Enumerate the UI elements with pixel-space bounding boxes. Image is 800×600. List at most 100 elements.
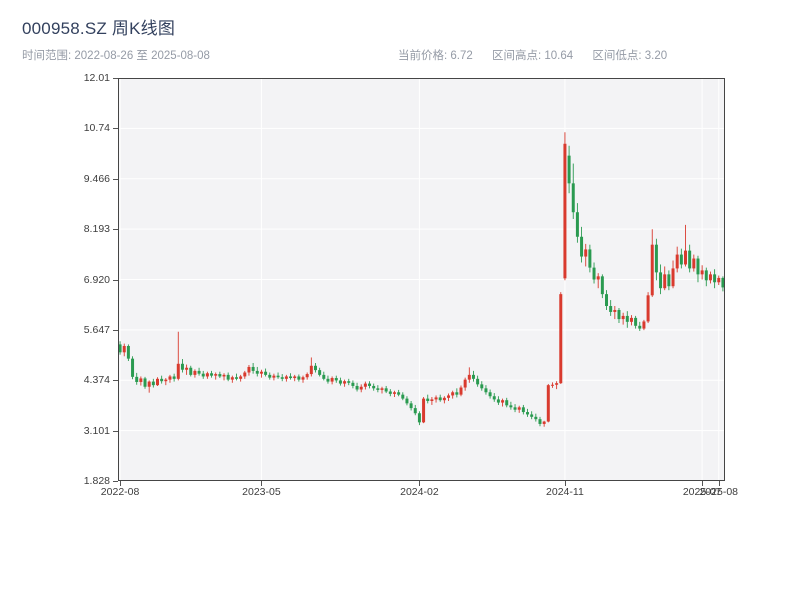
candle-body [526, 412, 530, 415]
candle-body [688, 250, 692, 269]
candle-body [289, 376, 293, 379]
candle-body [646, 295, 650, 322]
y-axis-tick-label: 8.193 [83, 223, 110, 236]
candle-body [234, 377, 238, 379]
candle-body [347, 381, 351, 383]
candle-body [679, 254, 683, 265]
candle-body [609, 306, 613, 312]
candle-body [438, 397, 442, 401]
candle-body [605, 294, 609, 307]
candle-body [168, 376, 172, 380]
candle-body [343, 381, 347, 384]
candle-body [430, 399, 434, 401]
candle-body [530, 414, 534, 417]
candle-body [675, 254, 679, 269]
x-axis-tick-label: 2025-08 [699, 486, 739, 498]
candle-body [135, 376, 139, 382]
candle-body [555, 383, 559, 385]
candle-body [559, 294, 563, 384]
y-axis-tick-label: 3.101 [83, 424, 110, 437]
candle-body [351, 382, 355, 386]
y-axis-tick-label: 5.647 [83, 323, 110, 336]
y-axis-tick-mark [113, 229, 118, 231]
candle-body [309, 365, 313, 375]
candle-body [467, 374, 471, 380]
candle-body [422, 398, 426, 423]
y-axis-tick-mark [113, 128, 118, 130]
y-axis-tick-label: 6.920 [83, 273, 110, 286]
candle-body [713, 274, 717, 283]
candle-body [326, 378, 330, 382]
y-axis-tick-mark [113, 430, 118, 432]
candle-body [147, 381, 151, 387]
candle-body [405, 398, 409, 404]
candle-body [214, 374, 218, 376]
candle-body [301, 377, 305, 380]
stat-range-high: 区间高点: 10.64 [491, 50, 574, 62]
candle-body [330, 378, 334, 382]
y-axis-tick-label: 9.466 [83, 172, 110, 185]
candle-body [247, 366, 251, 373]
x-axis-tick-label: 2024-11 [546, 486, 584, 498]
candle-body [180, 363, 184, 370]
candle-body [704, 270, 708, 281]
candle-body [264, 371, 268, 375]
candle-body [613, 309, 617, 312]
candle-body [600, 276, 604, 295]
x-axis-tick-mark [564, 481, 566, 486]
candle-body [401, 394, 405, 399]
candle-body [517, 407, 521, 410]
candle-body [313, 365, 317, 371]
candle-body [259, 371, 263, 374]
candle-body [717, 277, 721, 283]
candle-body [513, 407, 517, 410]
candle-body [230, 377, 234, 380]
candle-body [580, 236, 584, 257]
x-axis-tick-label: 2022-08 [100, 486, 140, 498]
stat-current-price: 当前价格: 6.72 [398, 50, 473, 62]
candle-body [447, 395, 451, 398]
candle-body [663, 274, 667, 289]
candle-body [388, 391, 392, 394]
candle-body [143, 378, 147, 387]
candle-body [334, 378, 338, 381]
candle-body [667, 274, 671, 287]
candle-body [126, 345, 130, 359]
x-axis-tick-mark [261, 481, 263, 486]
candle-body [172, 376, 176, 379]
y-axis-tick-mark [113, 329, 118, 331]
candle-body [176, 363, 180, 379]
x-axis-tick-label: 2024-02 [400, 486, 439, 498]
candle-body [596, 276, 600, 280]
candle-body [226, 374, 230, 380]
candle-body [563, 143, 567, 279]
candle-body [368, 383, 372, 386]
candle-body [409, 403, 413, 409]
candle-body [222, 374, 226, 377]
candle-body [625, 315, 629, 322]
candle-body [488, 392, 492, 397]
candle-body [496, 399, 500, 403]
candle-body [268, 374, 272, 378]
y-axis-tick-label: 12.01 [83, 72, 110, 84]
candle-body [542, 421, 546, 424]
candle-body [659, 272, 663, 289]
candle-body [567, 155, 571, 184]
candle-body [634, 317, 638, 326]
candle-body [297, 376, 301, 380]
y-axis-tick-mark [113, 279, 118, 281]
candle-body [376, 388, 380, 390]
candle-body [434, 397, 438, 400]
candle-body [671, 268, 675, 287]
candle-body [322, 374, 326, 379]
candle-body [155, 378, 159, 386]
candle-body [692, 258, 696, 269]
candle-body [484, 388, 488, 393]
candle-body [592, 267, 596, 280]
candle-body [355, 385, 359, 390]
plot-border [118, 78, 725, 481]
x-axis-tick-mark [120, 481, 122, 486]
candle-body [721, 277, 725, 288]
candle-body [521, 407, 525, 413]
